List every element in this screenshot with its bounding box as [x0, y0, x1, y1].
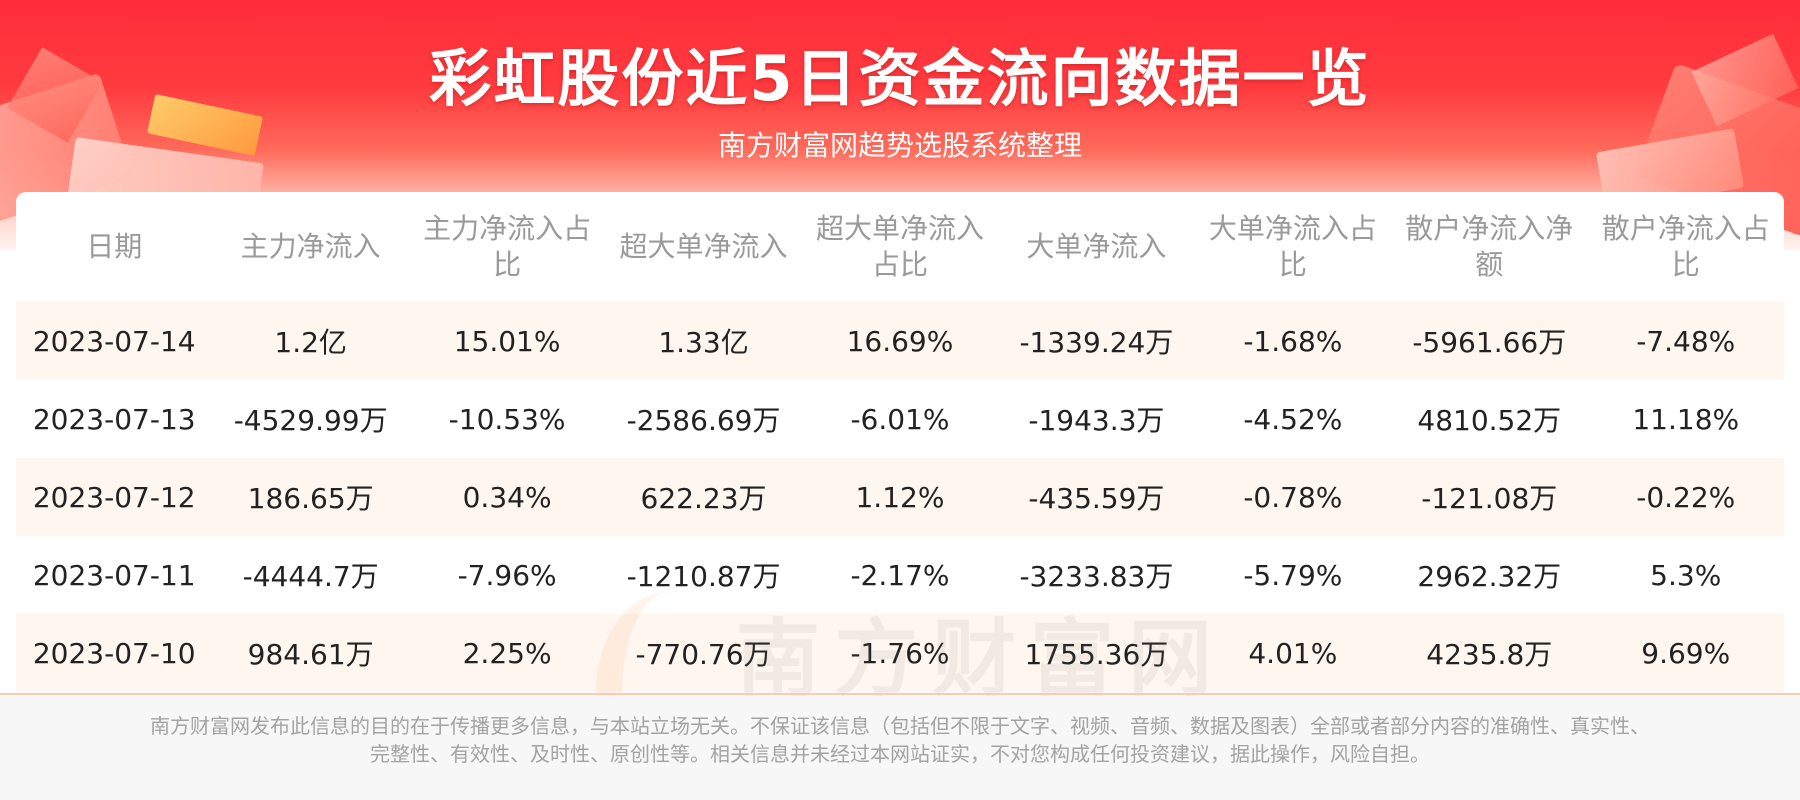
- value-cell: 0.34%: [408, 458, 606, 536]
- date-cell: 2023-07-13: [16, 380, 213, 458]
- value-cell: -4529.99万: [212, 380, 409, 458]
- value-cell: -0.78%: [1194, 458, 1392, 536]
- value-cell: 2.25%: [408, 614, 606, 692]
- value-cell: -1.68%: [1194, 302, 1392, 380]
- value-cell: -1210.87万: [605, 536, 802, 614]
- value-cell: -6.01%: [801, 380, 999, 458]
- value-cell: 1.2亿: [212, 302, 409, 380]
- footer: 南方财富网发布此信息的目的在于传播更多信息，与本站立场无关。不保证该信息（包括但…: [0, 696, 1800, 800]
- value-cell: -7.96%: [408, 536, 606, 614]
- value-cell: 1755.36万: [998, 614, 1195, 692]
- value-cell: 4810.52万: [1391, 380, 1588, 458]
- value-cell: 9.69%: [1587, 614, 1784, 692]
- data-table-card: 日期 主力净流入 主力净流入占比 超大单净流入 超大单净流入占比 大单净流入 大单净流入占比…: [16, 192, 1784, 792]
- value-cell: 2962.32万: [1391, 536, 1588, 614]
- page-subtitle: 南方财富网趋势选股系统整理: [717, 129, 1082, 162]
- date-cell: 2023-07-11: [16, 536, 213, 614]
- value-cell: 186.65万: [212, 458, 409, 536]
- value-cell: -2586.69万: [605, 380, 802, 458]
- value-cell: 4235.8万: [1391, 614, 1588, 692]
- value-cell: 984.61万: [212, 614, 409, 692]
- value-cell: -0.22%: [1587, 458, 1784, 536]
- table-row: 2023-07-10 984.61万 2.25% -770.76万 -1.76% 1755…: [16, 614, 1784, 692]
- value-cell: -1943.3万: [998, 380, 1195, 458]
- table-row: 2023-07-13 -4529.99万 -10.53% -2586.69万 -6.01…: [16, 380, 1784, 458]
- table-header-row: 日期 主力净流入 主力净流入占比 超大单净流入 超大单净流入占比 大单净流入 大单净流入占比…: [16, 192, 1784, 302]
- page-title: 彩虹股份近5日资金流向数据一览: [429, 42, 1371, 115]
- column-header: 大单净流入占比: [1208, 212, 1377, 281]
- value-cell: 15.01%: [408, 302, 606, 380]
- disclaimer-text: 南方财富网发布此信息的目的在于传播更多信息，与本站立场无关。不保证该信息（包括但…: [60, 712, 1740, 768]
- value-cell: -5.79%: [1194, 536, 1392, 614]
- disclaimer-line: 南方财富网发布此信息的目的在于传播更多信息，与本站立场无关。不保证该信息（包括但…: [150, 714, 1650, 738]
- table-row: 2023-07-12 186.65万 0.34% 622.23万 1.12% -435.5…: [16, 458, 1784, 536]
- value-cell: -770.76万: [605, 614, 802, 692]
- value-cell: -3233.83万: [998, 536, 1195, 614]
- value-cell: -121.08万: [1391, 458, 1588, 536]
- value-cell: -5961.66万: [1391, 302, 1588, 380]
- table-body: 2023-07-14 1.2亿 15.01% 1.33亿 16.69% -1339.24万…: [16, 302, 1784, 692]
- value-cell: -435.59万: [998, 458, 1195, 536]
- table-row: 2023-07-11 -4444.7万 -7.96% -1210.87万 -2.17% -…: [16, 536, 1784, 614]
- value-cell: 4.01%: [1194, 614, 1392, 692]
- column-header: 主力净流入: [240, 230, 381, 263]
- value-cell: 622.23万: [605, 458, 802, 536]
- date-cell: 2023-07-10: [16, 614, 213, 692]
- value-cell: 5.3%: [1587, 536, 1784, 614]
- table-row: 2023-07-14 1.2亿 15.01% 1.33亿 16.69% -1339.24万…: [16, 302, 1784, 380]
- value-cell: 1.12%: [801, 458, 999, 536]
- value-cell: -4.52%: [1194, 380, 1392, 458]
- capital-flow-table: 日期 主力净流入 主力净流入占比 超大单净流入 超大单净流入占比 大单净流入 大单净流入占比…: [16, 192, 1784, 692]
- value-cell: -4444.7万: [212, 536, 409, 614]
- footer-divider: [0, 693, 1800, 695]
- value-cell: 16.69%: [801, 302, 999, 380]
- column-header: 散户净流入占比: [1601, 212, 1770, 281]
- value-cell: -7.48%: [1587, 302, 1784, 380]
- value-cell: -1339.24万: [998, 302, 1195, 380]
- column-header: 超大单净流入占比: [815, 212, 984, 281]
- date-cell: 2023-07-14: [16, 302, 213, 380]
- date-cell: 2023-07-12: [16, 458, 213, 536]
- column-header: 散户净流入净额: [1405, 212, 1574, 281]
- column-header: 大单净流入: [1026, 230, 1167, 263]
- column-header: 主力净流入占比: [423, 212, 592, 281]
- disclaimer-line: 完整性、有效性、及时性、原创性等。相关信息并未经过本网站证实，不对您构成任何投资…: [370, 742, 1430, 766]
- value-cell: 1.33亿: [605, 302, 802, 380]
- value-cell: -10.53%: [408, 380, 606, 458]
- value-cell: -2.17%: [801, 536, 999, 614]
- value-cell: 11.18%: [1587, 380, 1784, 458]
- column-header: 超大单净流入: [619, 230, 788, 263]
- column-header: 日期: [86, 230, 143, 263]
- value-cell: -1.76%: [801, 614, 999, 692]
